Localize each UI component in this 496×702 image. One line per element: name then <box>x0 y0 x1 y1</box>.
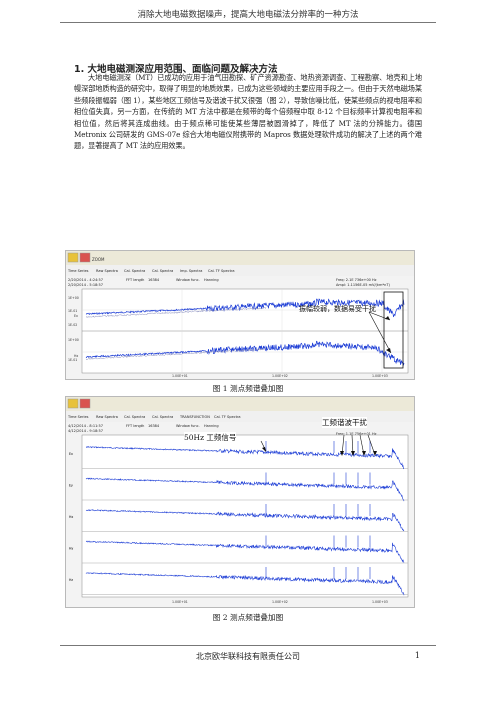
info-right-0: Freq: 2.1E 736e+00 Hz <box>336 278 377 282</box>
figure1-svg: ZOOM Time Series Raw Spectra Cal. Spectr… <box>66 251 414 378</box>
footer-company: 北京欧华联科技有限责任公司 <box>196 652 300 661</box>
section-heading: 1. 大地电磁测深应用范围、面临问题及解决方法 <box>74 61 278 75</box>
channel-label: Hz <box>69 578 73 582</box>
figure2-plot-area <box>81 434 409 598</box>
spectrum-line-bottom-gray <box>85 348 267 361</box>
window-label: Window func. <box>176 424 200 428</box>
toolbar-icon[interactable] <box>67 252 79 263</box>
channel-spectrum <box>85 477 405 502</box>
info-right-0: Freq: 1.1E 756e+01 Hz <box>336 432 377 436</box>
toolbar-icon[interactable] <box>67 398 79 409</box>
section-number: 1. <box>74 64 85 75</box>
window-label: Window func. <box>176 278 200 282</box>
highlight-box <box>383 291 404 369</box>
y-tick: 1E-02 <box>68 323 77 327</box>
fft-label: FFT length <box>126 424 144 428</box>
fft-value[interactable]: 16384 <box>148 424 160 428</box>
channel-spectrum <box>85 572 405 596</box>
info-left-0: 2/20/2014 - 4:24:57 <box>68 278 103 282</box>
section-title: 大地电磁测深应用范围、面临问题及解决方法 <box>87 64 278 75</box>
channel-label: Hx <box>69 515 73 519</box>
x-tick: 1.00E+01 <box>172 374 188 378</box>
tab-5[interactable]: Cal. TF Spectra <box>214 415 241 419</box>
info-left-1: 4/12/2014 - 9:18:57 <box>68 429 103 433</box>
window-value[interactable]: Hanning <box>204 424 219 428</box>
annotation-harmonics: 工频谐波干扰 <box>322 417 367 428</box>
tab-0[interactable]: Time Series <box>67 415 89 419</box>
y-tick: 1E-01 <box>68 358 77 362</box>
y-tick: 1E+00 <box>68 296 79 300</box>
channel-spectrum <box>85 508 405 532</box>
footer-rule <box>60 645 436 646</box>
figure1-annotation: 振幅较弱，数据易受干扰 <box>299 305 376 313</box>
figure1-caption: 图 1 测点频谱叠加图 <box>212 384 284 393</box>
x-tick: 1.00E+03 <box>372 374 388 378</box>
page-number: 1 <box>414 651 420 660</box>
toolbar-icon[interactable] <box>79 398 91 409</box>
x-tick: 1.00E+02 <box>272 374 288 378</box>
spectrum-line-top <box>85 298 405 318</box>
channel-label: Hy <box>69 547 73 551</box>
tab-2[interactable]: Cal. Spectra <box>124 269 145 273</box>
spectrum-line-top-gray <box>85 307 267 319</box>
figure1-screenshot: ZOOM Time Series Raw Spectra Cal. Spectr… <box>65 250 415 380</box>
axis-label-bottom: Hx <box>74 354 78 358</box>
toolbar-icon[interactable] <box>79 252 91 263</box>
body-paragraph: 大地电磁测深（MT）已成功的应用于油气田勘探、矿产资源勘查、地热资源调查、工程勘… <box>74 73 422 151</box>
info-left-0: 4/12/2014 - 8:11:57 <box>68 424 103 428</box>
tab-0[interactable]: Time Series <box>67 269 89 273</box>
tab-3[interactable]: Cal. Spectra <box>152 269 173 273</box>
fft-value[interactable]: 16384 <box>148 278 160 282</box>
figure2-svg: Time Series Raw Spectra Cal. Spectra Cal… <box>66 397 414 604</box>
x-tick: 1.00E+03 <box>372 600 388 604</box>
annotation-50hz: 50Hz 工频信号 <box>184 432 237 443</box>
x-tick: 1.00E+01 <box>172 600 188 604</box>
x-tick: 1.00E+02 <box>272 600 288 604</box>
toolbar-label[interactable]: ZOOM <box>92 257 105 262</box>
channel-spectrum <box>85 540 405 563</box>
tab-2[interactable]: Cal. Spectra <box>124 415 145 419</box>
window-value[interactable]: Hanning <box>204 278 219 282</box>
y-tick: 1E-01 <box>68 309 77 313</box>
tab-4[interactable]: TRANSFUNCTION <box>179 415 210 419</box>
tab-3[interactable]: Cal. Spectra <box>152 415 173 419</box>
header-rule <box>60 22 436 23</box>
info-left-1: 2/20/2014 - 5:18:57 <box>68 283 103 287</box>
channel-label: Ey <box>69 484 73 488</box>
tab-5[interactable]: Cal. TF Spectra <box>208 269 235 273</box>
figure2-caption: 图 2 测点频谱叠加图 <box>212 613 284 622</box>
tab-1[interactable]: Raw Spectra <box>96 415 118 419</box>
info-right-1: Ampl: 1.1156E-05 mV/(km*nT) <box>336 283 390 287</box>
channel-label: Ex <box>69 452 73 456</box>
axis-label-top: Ex <box>74 314 78 318</box>
tab-1[interactable]: Raw Spectra <box>96 269 118 273</box>
header-title: 消除大地电磁数据噪声，提高大地电磁法分辨率的一种方法 <box>137 10 359 20</box>
tab-4[interactable]: Imp. Spectra <box>180 269 202 273</box>
fft-label: FFT length <box>126 278 144 282</box>
figure2-screenshot: Time Series Raw Spectra Cal. Spectra Cal… <box>65 396 415 608</box>
channel-spectrum <box>86 446 405 470</box>
y-tick: 1E+00 <box>68 338 79 342</box>
